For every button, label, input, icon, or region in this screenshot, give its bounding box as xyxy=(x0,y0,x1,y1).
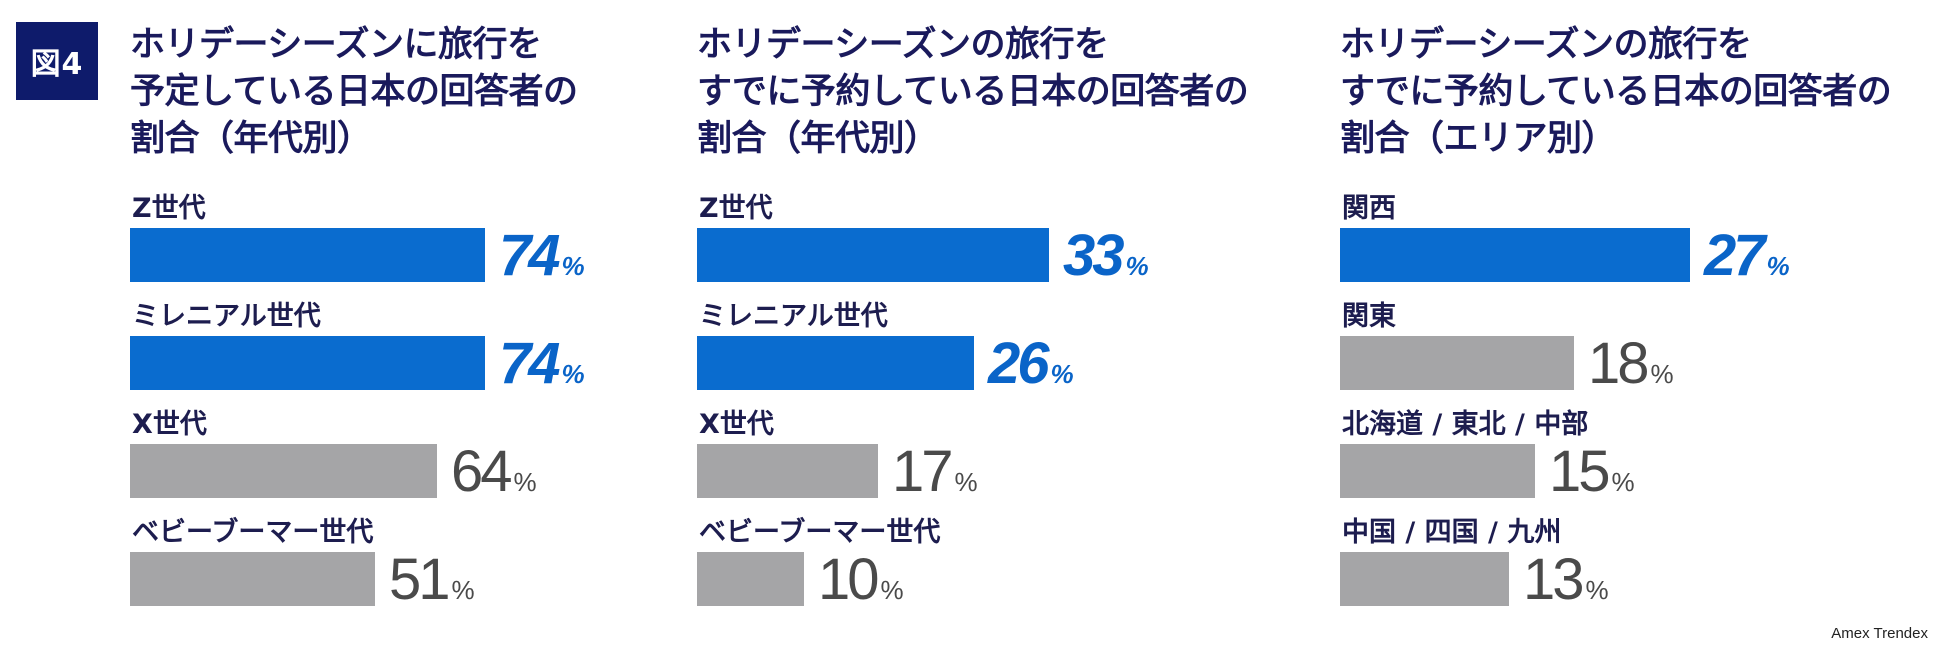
bar-row: 関東 18% xyxy=(1340,300,1900,408)
bar-row: 北海道 / 東北 / 中部 15% xyxy=(1340,408,1900,516)
value-number: 26 xyxy=(988,331,1049,396)
value-unit: % xyxy=(1050,359,1074,389)
value-unit: % xyxy=(880,575,904,605)
value-number: 15 xyxy=(1549,439,1610,504)
bar-row: X世代 17% xyxy=(697,408,1257,516)
value-unit: % xyxy=(954,467,978,497)
bar-row: ベビーブーマー世代 51% xyxy=(130,516,690,624)
bar xyxy=(130,444,437,498)
value-label: 74% xyxy=(499,334,585,409)
value-label: 18% xyxy=(1588,334,1674,409)
chart-title: ホリデーシーズンの旅行を すでに予約している日本の回答者の 割合（年代別） xyxy=(697,25,1249,159)
value-label: 17% xyxy=(892,442,978,517)
value-unit: % xyxy=(1650,359,1674,389)
bar-row: X世代 64% xyxy=(130,408,690,516)
value-number: 74 xyxy=(499,331,560,396)
category-label: ミレニアル世代 xyxy=(699,301,888,332)
bar xyxy=(1340,444,1535,498)
value-label: 13% xyxy=(1523,550,1609,625)
bar xyxy=(130,552,375,606)
value-label: 26% xyxy=(988,334,1074,409)
value-unit: % xyxy=(1611,467,1635,497)
bar-row: Z世代 74% xyxy=(130,192,690,300)
value-label: 27% xyxy=(1704,226,1790,301)
bar xyxy=(130,228,485,282)
value-number: 74 xyxy=(499,223,560,288)
bar-chart: Z世代 74% ミレニアル世代 74% X世代 64% ベビーブーマー世代 51% xyxy=(130,192,690,624)
bar-row: ベビーブーマー世代 10% xyxy=(697,516,1257,624)
value-number: 13 xyxy=(1523,547,1584,612)
value-number: 17 xyxy=(892,439,953,504)
source-label: Amex Trendex xyxy=(1831,625,1928,642)
bar-row: ミレニアル世代 26% xyxy=(697,300,1257,408)
value-label: 10% xyxy=(818,550,904,625)
bar-row: 関西 27% xyxy=(1340,192,1900,300)
value-number: 64 xyxy=(451,439,512,504)
chart-panel-1: ホリデーシーズンに旅行を 予定している日本の回答者の 割合（年代別） Z世代 74… xyxy=(130,22,690,610)
bar xyxy=(697,336,974,390)
category-label: ミレニアル世代 xyxy=(132,301,321,332)
bar xyxy=(1340,228,1690,282)
category-label: X世代 xyxy=(699,409,774,440)
value-unit: % xyxy=(1766,251,1790,281)
bar-row: 中国 / 四国 / 九州 13% xyxy=(1340,516,1900,624)
value-unit: % xyxy=(513,467,537,497)
bar-row: ミレニアル世代 74% xyxy=(130,300,690,408)
value-label: 51% xyxy=(389,550,475,625)
value-label: 74% xyxy=(499,226,585,301)
value-unit: % xyxy=(561,359,585,389)
category-label: 関東 xyxy=(1342,301,1396,332)
chart-panel-3: ホリデーシーズンの旅行を すでに予約している日本の回答者の 割合（エリア別） 関… xyxy=(1340,22,1900,610)
chart-panel-2: ホリデーシーズンの旅行を すでに予約している日本の回答者の 割合（年代別） Z世… xyxy=(697,22,1257,610)
value-number: 27 xyxy=(1704,223,1765,288)
bar-chart: Z世代 33% ミレニアル世代 26% X世代 17% ベビーブーマー世代 10% xyxy=(697,192,1257,624)
value-number: 10 xyxy=(818,547,879,612)
value-unit: % xyxy=(1585,575,1609,605)
bar xyxy=(697,228,1049,282)
value-label: 15% xyxy=(1549,442,1635,517)
value-number: 51 xyxy=(389,547,450,612)
category-label: 関西 xyxy=(1342,193,1396,224)
bar xyxy=(1340,552,1509,606)
category-label: 北海道 / 東北 / 中部 xyxy=(1342,409,1589,440)
bar xyxy=(130,336,485,390)
chart-title: ホリデーシーズンの旅行を すでに予約している日本の回答者の 割合（エリア別） xyxy=(1340,25,1892,159)
bar-row: Z世代 33% xyxy=(697,192,1257,300)
category-label: Z世代 xyxy=(132,193,206,224)
category-label: Z世代 xyxy=(699,193,773,224)
bar xyxy=(697,552,804,606)
value-label: 64% xyxy=(451,442,537,517)
bar xyxy=(1340,336,1574,390)
value-number: 18 xyxy=(1588,331,1649,396)
bar xyxy=(697,444,878,498)
chart-title: ホリデーシーズンに旅行を 予定している日本の回答者の 割合（年代別） xyxy=(130,25,578,159)
value-unit: % xyxy=(561,251,585,281)
bar-chart: 関西 27% 関東 18% 北海道 / 東北 / 中部 15% 中国 / 四国 / 九州 13… xyxy=(1340,192,1900,624)
value-number: 33 xyxy=(1063,223,1124,288)
value-unit: % xyxy=(1125,251,1149,281)
category-label: ベビーブーマー世代 xyxy=(132,517,374,548)
figure-label-badge: 図4 xyxy=(16,22,98,100)
value-unit: % xyxy=(451,575,475,605)
category-label: ベビーブーマー世代 xyxy=(699,517,941,548)
category-label: 中国 / 四国 / 九州 xyxy=(1342,517,1562,548)
value-label: 33% xyxy=(1063,226,1149,301)
category-label: X世代 xyxy=(132,409,207,440)
